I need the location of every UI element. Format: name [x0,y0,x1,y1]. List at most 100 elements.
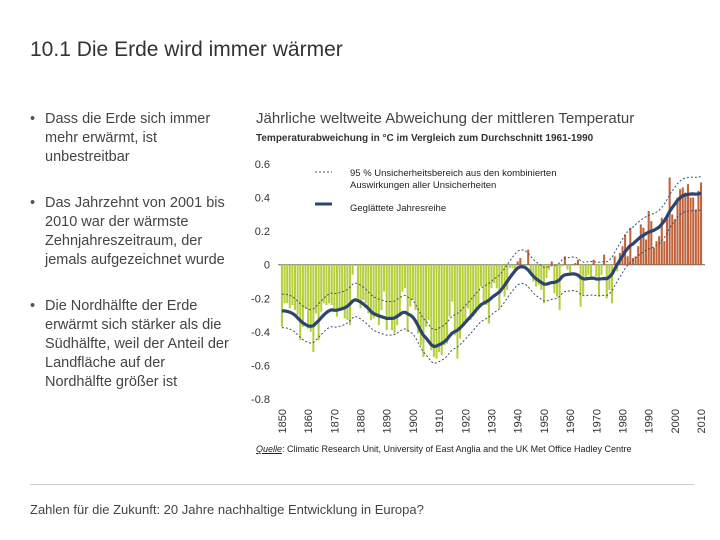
source-label: Quelle [256,444,283,454]
bar [322,264,325,304]
bar [519,258,522,265]
bar [343,264,346,319]
chart-source: Quelle: Climatic Research Unit, Universi… [256,444,632,454]
bar [325,264,328,305]
bar [456,264,459,359]
bar [430,264,433,351]
bar [349,264,352,326]
bar [574,263,577,265]
bar [550,261,553,265]
bar [479,264,483,287]
bar [474,264,477,314]
bar [385,264,388,331]
bar [508,264,511,269]
bar [482,264,485,304]
legend-label-uncertainty: 95 % Unsicherheitsbereich aus den kombin… [350,168,556,191]
bar [291,264,294,305]
bar [514,264,517,270]
bullet-item: Die Nordhälfte der Erde erwärmt sich stä… [30,297,235,392]
bar [689,197,692,265]
bar [427,264,430,321]
bar [435,264,438,359]
bar [398,264,401,317]
bar [658,236,661,265]
bar [563,256,566,265]
bar [406,264,409,332]
y-tick-label: -0.4 [251,327,270,339]
bar [592,259,595,265]
bar [432,264,435,358]
bar [511,264,514,269]
bar [401,264,404,292]
y-tick-label: 0.4 [255,193,270,205]
bar [393,264,396,334]
bar [414,264,417,311]
slide-number: 10.1 [30,38,71,61]
bar [610,264,614,304]
bar [477,264,480,307]
bar [603,254,606,265]
bar [362,264,365,300]
bar [320,264,323,312]
bar [280,264,283,327]
bar [459,264,462,339]
bullet-item: Dass die Erde sich immer mehr erwärmt, i… [30,110,235,167]
x-tick-label: 1940 [513,409,525,433]
bar [516,261,519,265]
bar [616,264,619,272]
bar [587,264,590,275]
slide-title-text: Die Erde wird immer wärmer [76,38,343,61]
bar [330,264,333,305]
bar [424,264,428,327]
bar [490,264,493,289]
bar [548,264,551,270]
bar [686,184,689,265]
bar [309,264,312,332]
x-tick-label: 2010 [696,409,708,433]
smoothed-series-line [281,191,702,349]
bar [571,264,574,266]
bar [626,256,629,265]
bar [684,192,687,265]
bar [440,264,443,356]
bar [500,264,504,287]
bar [681,187,684,265]
bar [545,264,548,279]
x-tick-label: 2000 [670,409,682,433]
bar [566,264,569,270]
bar [613,256,616,265]
bar [286,264,289,304]
bar [301,264,304,327]
chart-subtitle: Temperaturabweichung in °C im Vergleich … [256,133,594,144]
bar [464,264,467,321]
bar [448,264,451,317]
x-tick-label: 1920 [460,409,472,433]
x-tick-label: 1990 [644,409,656,433]
bar [579,264,582,307]
bar [561,264,564,267]
bar [650,221,653,265]
bar [671,214,674,265]
bar [372,264,375,319]
footer-divider [30,484,694,485]
bar [679,189,682,265]
bar [383,264,386,292]
x-tick-label: 1870 [329,409,341,433]
bar [597,264,600,297]
bar [404,264,407,289]
bar [665,216,669,265]
bar [472,264,475,317]
bar [506,264,509,290]
bar [304,264,307,309]
bar [367,264,370,314]
bar [655,241,658,265]
bar [595,264,598,277]
bar [375,264,378,317]
x-tick-label: 1890 [382,409,394,433]
bar [451,264,454,302]
bar [493,264,496,284]
x-tick-label: 1910 [434,409,446,433]
bar [642,227,645,265]
bar [660,217,663,265]
legend-label-smoothed: Geglättete Jahresreihe [350,203,446,214]
